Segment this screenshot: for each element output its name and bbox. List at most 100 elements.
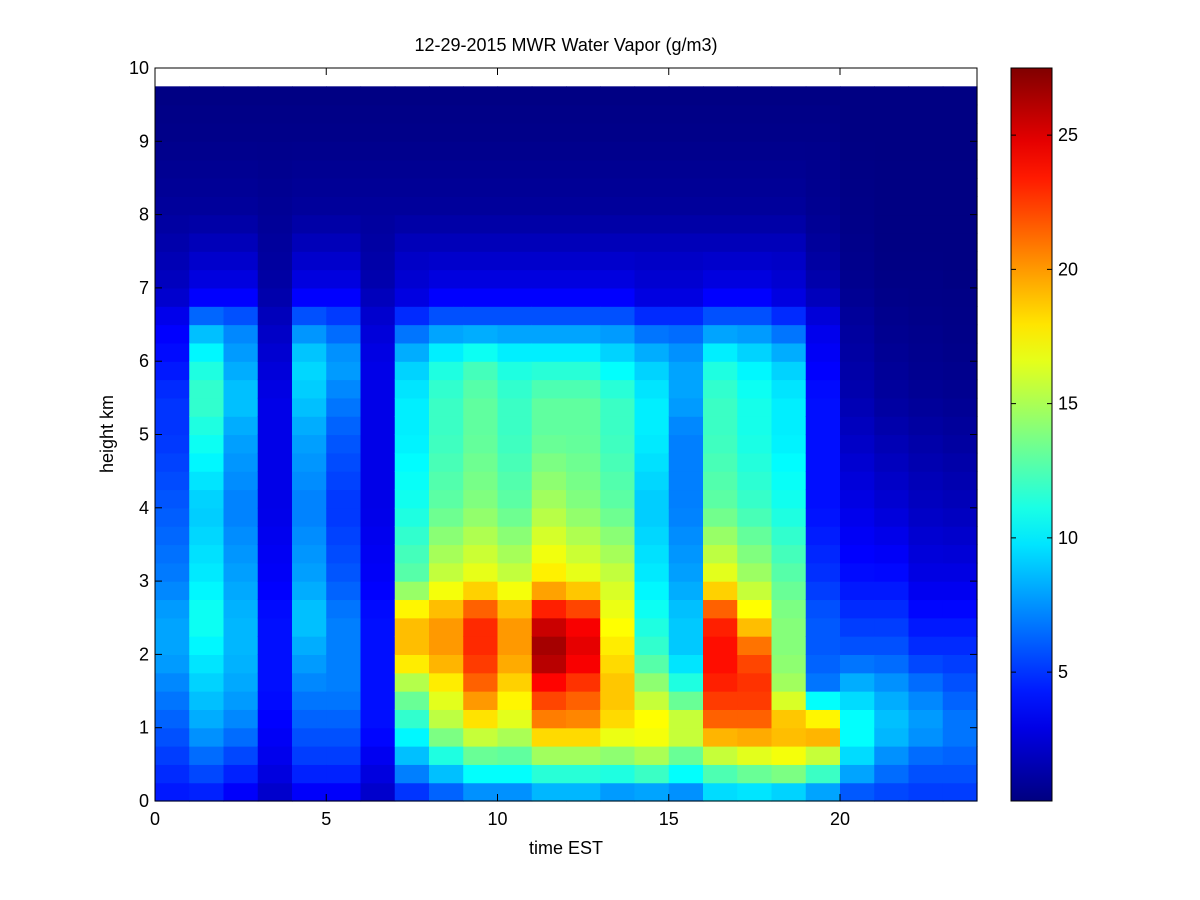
heatmap-cell xyxy=(531,672,567,692)
heatmap-cell xyxy=(223,599,259,619)
heatmap-cell xyxy=(942,507,978,527)
heatmap-cell xyxy=(600,562,636,582)
heatmap-cell xyxy=(257,764,293,784)
heatmap-cell xyxy=(463,397,499,417)
heatmap-cell xyxy=(668,251,704,271)
heatmap-cell xyxy=(429,269,464,289)
heatmap-cell xyxy=(360,177,396,197)
heatmap-cell xyxy=(429,196,464,216)
heatmap-cell xyxy=(771,306,807,326)
heatmap-cell xyxy=(668,269,704,289)
heatmap-cell xyxy=(360,122,396,142)
heatmap-cell xyxy=(771,562,807,582)
heatmap-cell xyxy=(223,727,259,747)
heatmap-cell xyxy=(566,672,601,692)
heatmap-cell xyxy=(874,727,910,747)
heatmap-cell xyxy=(703,764,738,784)
heatmap-cell xyxy=(189,709,225,729)
heatmap-cell xyxy=(908,489,944,509)
heatmap-cell xyxy=(257,544,293,564)
heatmap-cell xyxy=(634,122,670,142)
heatmap-cell xyxy=(771,122,807,142)
heatmap-cell xyxy=(566,159,601,179)
heatmap-cell xyxy=(634,104,670,124)
heatmap-cell xyxy=(703,452,738,472)
heatmap-cell xyxy=(463,306,499,326)
colorbar-tick-label: 20 xyxy=(1058,259,1078,279)
heatmap-cell xyxy=(429,342,464,362)
heatmap-cell xyxy=(155,764,190,784)
heatmap-cell xyxy=(668,617,704,637)
heatmap-cell xyxy=(566,782,601,802)
heatmap-cell xyxy=(223,764,259,784)
heatmap-cell xyxy=(497,86,533,106)
heatmap-cell xyxy=(394,599,430,619)
heatmap-cell xyxy=(531,526,567,546)
heatmap-cell xyxy=(566,342,601,362)
heatmap-cell xyxy=(874,544,910,564)
heatmap-cell xyxy=(634,214,670,234)
heatmap-cell xyxy=(840,342,875,362)
heatmap-cell xyxy=(394,782,430,802)
heatmap-cell xyxy=(805,177,841,197)
heatmap-cell xyxy=(805,324,841,344)
heatmap-cell xyxy=(189,636,225,655)
heatmap-cell xyxy=(155,287,190,307)
heatmap-cell xyxy=(429,361,464,381)
heatmap-cell xyxy=(189,764,225,784)
heatmap-cell xyxy=(257,104,293,124)
heatmap-cell xyxy=(463,709,499,729)
heatmap-cell xyxy=(257,196,293,216)
heatmap-cell xyxy=(257,269,293,289)
heatmap-cell xyxy=(531,709,567,729)
heatmap-cell xyxy=(805,361,841,381)
heatmap-cell xyxy=(223,141,259,161)
heatmap-cell xyxy=(394,672,430,692)
heatmap-cell xyxy=(600,709,636,729)
heatmap-cell xyxy=(634,489,670,509)
heatmap-cell xyxy=(840,709,875,729)
heatmap-cell xyxy=(737,196,773,216)
heatmap-cell xyxy=(360,507,396,527)
heatmap-cell xyxy=(908,342,944,362)
heatmap-cell xyxy=(223,691,259,710)
heatmap-cell xyxy=(531,104,567,124)
heatmap-cell xyxy=(155,709,190,729)
heatmap-cell xyxy=(497,691,533,710)
heatmap-cell xyxy=(908,159,944,179)
heatmap-cell xyxy=(257,782,293,802)
heatmap-cell xyxy=(463,251,499,271)
heatmap-cell xyxy=(566,617,601,637)
heatmap-cell xyxy=(292,379,327,399)
heatmap-cell xyxy=(908,416,944,436)
heatmap-cell xyxy=(189,672,225,692)
heatmap-cell xyxy=(531,141,567,161)
heatmap-cell xyxy=(326,397,362,417)
heatmap-cell xyxy=(668,159,704,179)
heatmap-cell xyxy=(703,287,738,307)
heatmap-cell xyxy=(257,471,293,491)
heatmap-cell xyxy=(223,544,259,564)
heatmap-cell xyxy=(668,306,704,326)
heatmap-cell xyxy=(326,782,362,802)
colorbar-tick-label: 25 xyxy=(1058,125,1078,145)
heatmap-cell xyxy=(189,232,225,252)
heatmap-cell xyxy=(326,232,362,252)
heatmap-cell xyxy=(634,251,670,271)
heatmap-cell xyxy=(771,434,807,454)
heatmap-cell xyxy=(531,746,567,765)
heatmap-cell xyxy=(463,269,499,289)
heatmap-cell xyxy=(703,434,738,454)
heatmap-cell xyxy=(394,379,430,399)
heatmap-cell xyxy=(394,727,430,747)
heatmap-cell xyxy=(908,636,944,655)
heatmap-cell xyxy=(155,177,190,197)
heatmap-cell xyxy=(155,434,190,454)
heatmap-cell xyxy=(771,654,807,674)
heatmap-cell xyxy=(566,232,601,252)
heatmap-cell xyxy=(223,654,259,674)
heatmap-cell xyxy=(805,617,841,637)
heatmap-cell xyxy=(497,471,533,491)
heatmap-cell xyxy=(600,397,636,417)
heatmap-cell xyxy=(771,489,807,509)
